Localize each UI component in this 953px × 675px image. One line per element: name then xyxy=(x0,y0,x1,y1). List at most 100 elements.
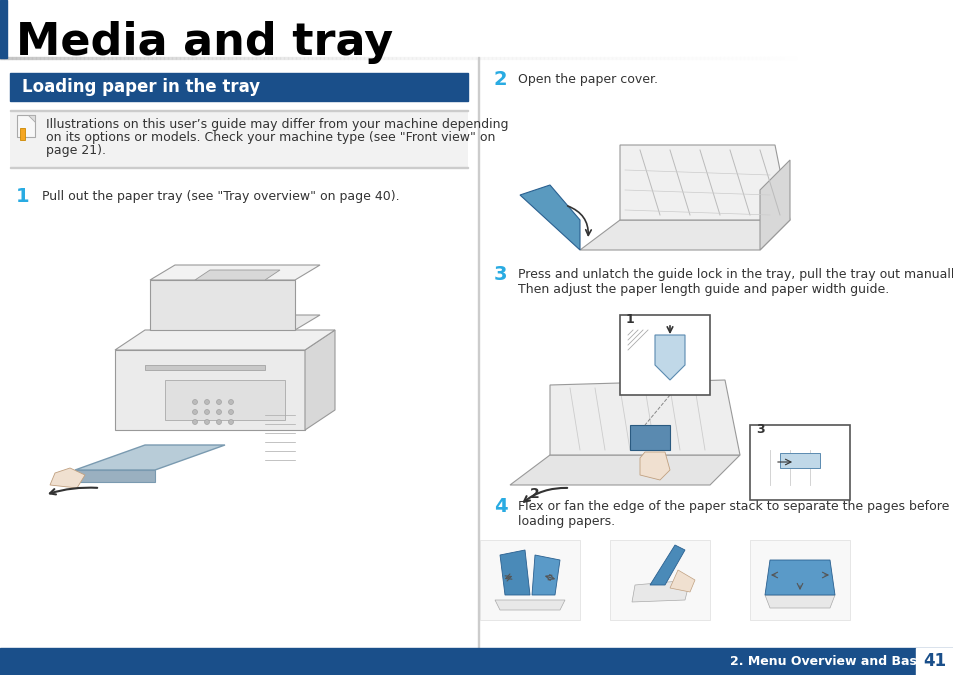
Bar xyxy=(775,57,780,59)
Bar xyxy=(192,57,195,59)
Polygon shape xyxy=(75,470,154,482)
Bar xyxy=(747,57,751,59)
Bar xyxy=(68,57,71,59)
Bar xyxy=(536,57,539,59)
Bar xyxy=(587,57,592,59)
Circle shape xyxy=(193,419,197,425)
Bar xyxy=(315,57,319,59)
Polygon shape xyxy=(150,265,319,280)
Circle shape xyxy=(229,419,233,425)
Circle shape xyxy=(229,410,233,414)
Bar xyxy=(408,57,412,59)
Bar xyxy=(56,57,60,59)
Bar xyxy=(780,453,820,468)
Polygon shape xyxy=(150,280,294,330)
Bar xyxy=(235,57,240,59)
Bar xyxy=(136,57,140,59)
Bar xyxy=(735,57,740,59)
Bar xyxy=(419,57,423,59)
Polygon shape xyxy=(510,455,740,485)
Bar xyxy=(609,540,709,620)
Polygon shape xyxy=(165,380,285,420)
Polygon shape xyxy=(75,445,225,470)
Bar xyxy=(284,57,288,59)
Bar xyxy=(156,57,160,59)
Bar xyxy=(683,57,687,59)
Bar xyxy=(12,57,16,59)
Bar xyxy=(403,57,408,59)
Bar xyxy=(656,57,659,59)
Bar xyxy=(328,57,332,59)
Bar xyxy=(723,57,727,59)
Bar xyxy=(492,57,496,59)
Bar xyxy=(743,57,747,59)
Bar xyxy=(749,425,849,500)
Bar xyxy=(8,57,12,59)
Bar xyxy=(288,57,292,59)
Bar xyxy=(479,540,579,620)
Bar xyxy=(760,57,763,59)
Bar xyxy=(512,57,516,59)
Polygon shape xyxy=(532,555,559,595)
Bar xyxy=(459,57,463,59)
Bar xyxy=(275,57,280,59)
Bar xyxy=(84,57,88,59)
Bar xyxy=(20,128,25,140)
Bar xyxy=(679,57,683,59)
Polygon shape xyxy=(519,185,579,250)
Text: 1: 1 xyxy=(16,187,30,206)
Bar xyxy=(175,57,180,59)
Bar xyxy=(304,57,308,59)
Text: 2: 2 xyxy=(494,70,507,89)
Bar xyxy=(0,0,7,58)
Bar xyxy=(312,57,315,59)
Bar xyxy=(292,57,295,59)
Bar xyxy=(364,57,368,59)
Bar xyxy=(727,57,731,59)
Text: Flex or fan the edge of the paper stack to separate the pages before
loading pap: Flex or fan the edge of the paper stack … xyxy=(517,500,948,528)
Bar xyxy=(428,57,432,59)
Bar xyxy=(10,110,468,168)
Bar xyxy=(452,57,456,59)
Bar xyxy=(324,57,328,59)
Bar xyxy=(280,57,284,59)
Bar xyxy=(10,73,468,101)
Bar xyxy=(355,57,359,59)
Text: page 21).: page 21). xyxy=(46,144,106,157)
Polygon shape xyxy=(764,560,834,595)
Bar xyxy=(40,57,44,59)
Bar xyxy=(596,57,599,59)
Bar xyxy=(195,57,200,59)
Bar xyxy=(612,57,616,59)
Text: 41: 41 xyxy=(923,653,945,670)
Bar xyxy=(372,57,375,59)
Bar xyxy=(215,57,220,59)
Bar xyxy=(456,57,459,59)
Bar xyxy=(556,57,559,59)
Bar xyxy=(416,57,419,59)
Bar xyxy=(248,57,252,59)
Polygon shape xyxy=(499,550,530,595)
Bar xyxy=(563,57,567,59)
Bar xyxy=(352,57,355,59)
Bar xyxy=(731,57,735,59)
Bar xyxy=(412,57,416,59)
Bar xyxy=(711,57,716,59)
Bar xyxy=(76,57,80,59)
Circle shape xyxy=(216,400,221,404)
Bar xyxy=(636,57,639,59)
Bar xyxy=(16,57,20,59)
Polygon shape xyxy=(115,330,335,350)
Bar xyxy=(255,57,260,59)
Bar xyxy=(507,57,512,59)
Bar xyxy=(244,57,248,59)
Bar xyxy=(168,57,172,59)
Bar xyxy=(52,57,56,59)
Bar xyxy=(643,57,647,59)
Polygon shape xyxy=(150,315,319,330)
Bar xyxy=(91,57,96,59)
Polygon shape xyxy=(579,220,789,250)
Bar xyxy=(791,57,795,59)
Bar xyxy=(220,57,224,59)
Circle shape xyxy=(216,410,221,414)
